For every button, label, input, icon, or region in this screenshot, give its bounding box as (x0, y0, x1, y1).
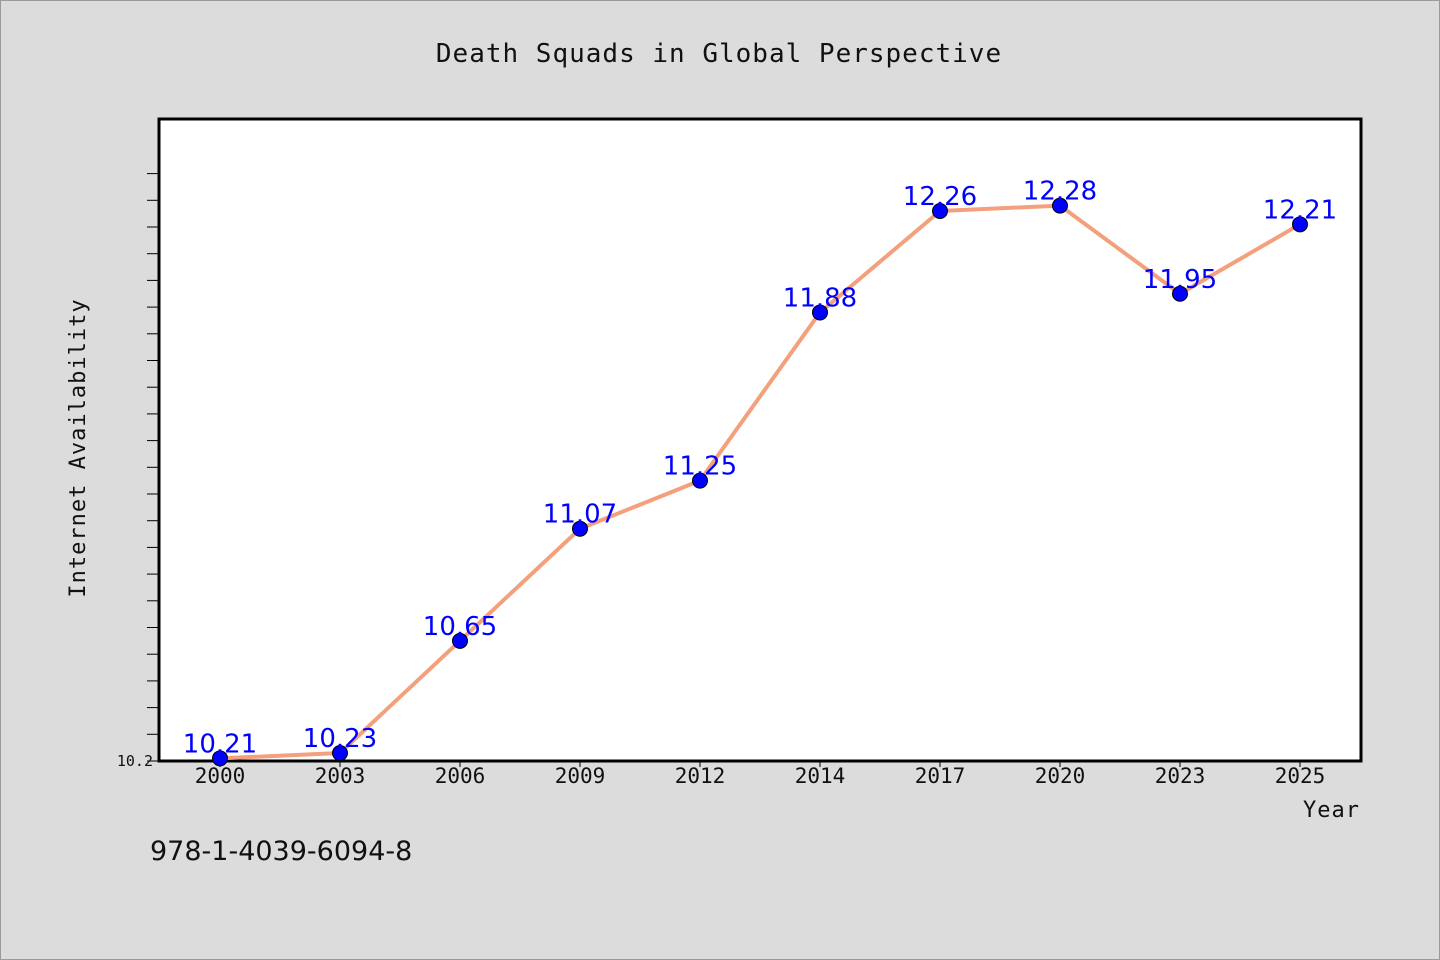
data-label: 12.26 (903, 182, 977, 212)
data-point (812, 304, 828, 321)
x-tick-label: 2025 (1275, 764, 1326, 788)
data-label: 10.21 (183, 729, 257, 759)
x-axis-label: Year (1303, 798, 1360, 823)
data-point (692, 472, 708, 489)
x-tick-label: 2000 (195, 764, 246, 788)
data-label: 11.95 (1143, 265, 1217, 295)
series-layer: 10.21 10.23 10.65 11.07 11.25 11.88 12.26 12.28… (183, 177, 1337, 767)
data-point (452, 632, 468, 649)
data-point (1292, 216, 1308, 233)
x-tick-label: 2014 (795, 764, 846, 788)
data-point (1052, 197, 1068, 214)
data-point (1172, 285, 1188, 302)
data-label: 12.28 (1023, 177, 1097, 207)
x-tick-label: 2017 (915, 764, 966, 788)
x-tick-label: 2012 (675, 764, 726, 788)
series-line (219, 203, 1302, 761)
data-label: 12.21 (1263, 195, 1337, 225)
data-label: 10.65 (423, 612, 497, 642)
x-tick-label: 2023 (1155, 764, 1206, 788)
data-label: 11.25 (663, 452, 737, 482)
x-tick-label: 2006 (435, 764, 486, 788)
data-label: 11.07 (543, 500, 617, 530)
data-point (212, 750, 228, 767)
chart-title: Death Squads in Global Perspective (436, 39, 1002, 69)
data-point (332, 744, 348, 761)
data-point (572, 520, 588, 537)
x-tick-label: 2020 (1035, 764, 1086, 788)
y-axis-ticks (147, 173, 159, 762)
y-axis-label: Internet Availability (66, 298, 91, 597)
data-label: 10.23 (303, 724, 377, 754)
y-tick-label: 10.2 (117, 752, 153, 770)
data-point (932, 202, 948, 219)
plot-area (157, 117, 1363, 763)
x-axis-ticks: 2000 2003 2006 2009 2012 2014 2017 2020 2023 2025 (195, 761, 1326, 788)
x-tick-label: 2009 (555, 764, 606, 788)
x-tick-label: 2003 (315, 764, 366, 788)
isbn-text: 978-1-4039-6094-8 (150, 836, 413, 867)
data-label: 11.88 (783, 283, 857, 313)
